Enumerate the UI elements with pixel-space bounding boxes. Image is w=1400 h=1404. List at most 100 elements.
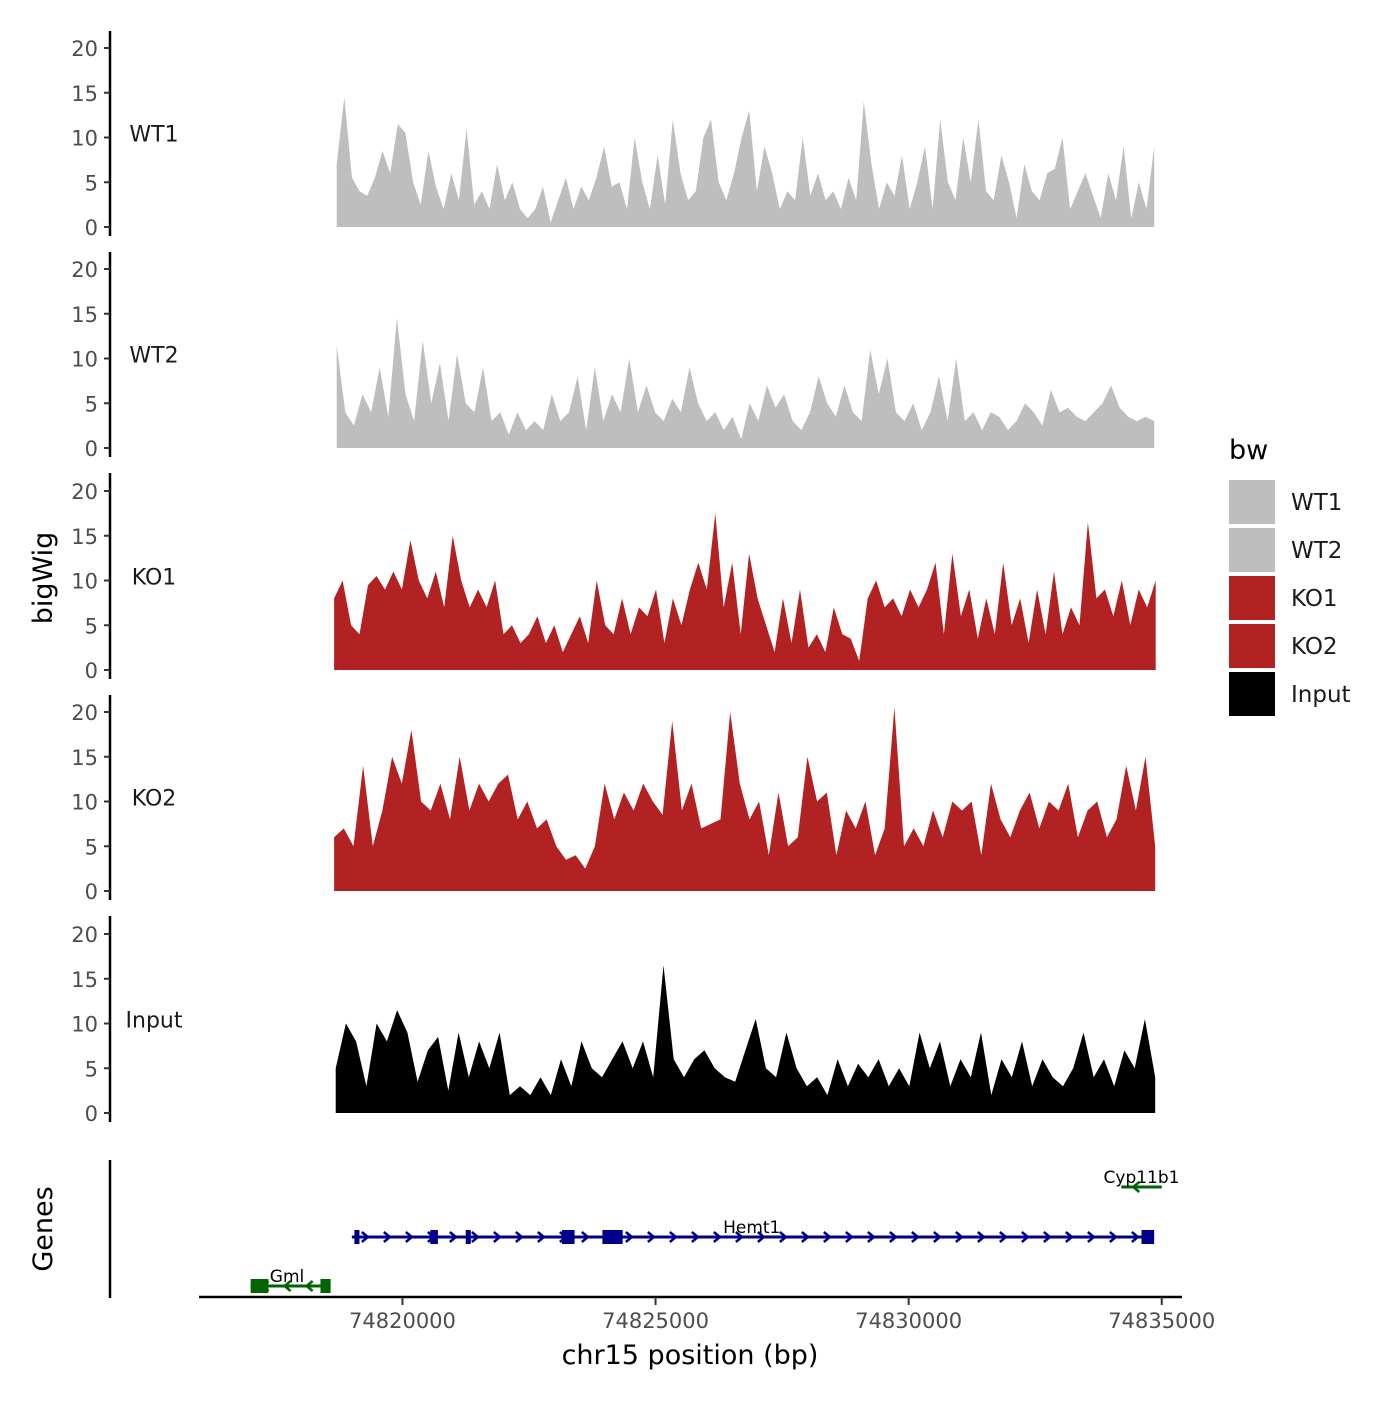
strand-arrow <box>713 1231 722 1243</box>
track-ko1: 0 5 10 15 20 KO1 <box>71 473 1156 683</box>
exon-block <box>320 1279 331 1293</box>
track-label: KO1 <box>132 566 177 591</box>
strand-arrow <box>933 1231 942 1243</box>
strand-arrow <box>1087 1231 1096 1243</box>
gene-hemt1: Hemt1 <box>351 1218 1155 1244</box>
exon-block <box>354 1230 360 1244</box>
area-wt1 <box>336 97 1155 227</box>
strand-arrow <box>581 1231 590 1243</box>
strand-arrow <box>515 1231 524 1243</box>
y-tick-label: 0 <box>85 659 98 683</box>
x-tick-label: 74830000 <box>855 1309 962 1333</box>
exon-block <box>602 1230 623 1244</box>
track-panels: 0 5 10 15 20 WT1 0 5 10 15 20 WT2 0 5 10 15 20 KO1 0 5 10 15 2… <box>71 31 1156 1126</box>
strand-arrow <box>889 1231 898 1243</box>
genes-axis-title: Genes <box>28 1186 59 1271</box>
y-axis-title: bigWig <box>28 532 59 625</box>
x-tick-label: 74820000 <box>349 1309 456 1333</box>
legend-label-ko2: KO2 <box>1291 634 1338 660</box>
y-tick-label: 0 <box>85 880 98 904</box>
y-tick-label: 20 <box>71 37 98 61</box>
genes-panel: 74820000 74825000 74830000 74835000 Cyp11b1 H… <box>108 1160 1215 1333</box>
strand-arrow <box>911 1231 920 1243</box>
y-tick-label: 20 <box>71 923 98 947</box>
y-tick-label: 20 <box>71 701 98 725</box>
strand-arrow <box>691 1231 700 1243</box>
strand-arrow <box>845 1231 854 1243</box>
legend-label-input: Input <box>1291 682 1351 708</box>
strand-arrow <box>1021 1231 1030 1243</box>
y-tick-label: 20 <box>71 258 98 282</box>
y-tick-label: 15 <box>71 746 98 770</box>
legend-swatch-wt2 <box>1229 528 1275 572</box>
track-input: 0 5 10 15 20 Input <box>71 916 1156 1126</box>
y-tick-label: 5 <box>85 614 98 638</box>
legend-swatch-input <box>1229 672 1275 716</box>
x-tick-label: 74835000 <box>1108 1309 1215 1333</box>
track-label: WT2 <box>129 344 178 369</box>
exon-block <box>250 1279 269 1293</box>
y-tick-label: 15 <box>71 525 98 549</box>
strand-arrow <box>823 1231 832 1243</box>
y-tick-label: 5 <box>85 392 98 416</box>
strand-arrow <box>1065 1231 1074 1243</box>
y-tick-label: 15 <box>71 968 98 992</box>
track-ko2: 0 5 10 15 20 KO2 <box>71 695 1156 904</box>
track-label: KO2 <box>132 787 177 812</box>
strand-arrow <box>449 1231 458 1243</box>
track-wt1: 0 5 10 15 20 WT1 <box>71 31 1155 240</box>
strand-arrow <box>999 1231 1008 1243</box>
strand-arrow <box>779 1231 788 1243</box>
strand-arrow <box>1131 1181 1141 1193</box>
track-label: Input <box>126 1009 183 1034</box>
strand-arrow <box>383 1231 392 1243</box>
strand-arrow <box>867 1231 876 1243</box>
strand-arrow <box>493 1231 502 1243</box>
exon-block <box>1141 1230 1155 1244</box>
y-tick-label: 15 <box>71 82 98 106</box>
gene-label: Gml <box>270 1267 304 1287</box>
legend-swatch-ko2 <box>1229 624 1275 668</box>
area-input <box>335 965 1156 1113</box>
strand-arrow <box>282 1280 292 1292</box>
strand-arrow <box>647 1231 656 1243</box>
gene-label: Hemt1 <box>723 1218 780 1238</box>
track-label: WT1 <box>129 123 178 148</box>
legend-title: bw <box>1229 435 1268 466</box>
strand-arrow <box>801 1231 810 1243</box>
y-tick-label: 0 <box>85 1102 98 1126</box>
legend-swatch-ko1 <box>1229 576 1275 620</box>
strand-arrow <box>669 1231 678 1243</box>
y-tick-label: 20 <box>71 480 98 504</box>
strand-arrow <box>625 1231 634 1243</box>
y-tick-label: 5 <box>85 835 98 859</box>
strand-arrow <box>977 1231 986 1243</box>
legend-label-wt2: WT2 <box>1291 538 1342 564</box>
legend-swatch-wt1 <box>1229 480 1275 524</box>
y-tick-label: 0 <box>85 216 98 240</box>
track-wt2: 0 5 10 15 20 WT2 <box>71 252 1155 461</box>
area-wt2 <box>336 318 1155 448</box>
strand-arrow <box>304 1280 314 1292</box>
exon-block <box>465 1230 471 1244</box>
strand-arrow <box>735 1231 744 1243</box>
y-tick-label: 5 <box>85 1057 98 1081</box>
x-tick-label: 74825000 <box>602 1309 709 1333</box>
y-tick-label: 10 <box>71 348 98 372</box>
gene-gml: Gml <box>250 1267 331 1293</box>
legend-label-wt1: WT1 <box>1291 490 1342 516</box>
y-tick-label: 0 <box>85 437 98 461</box>
exon-block <box>561 1230 575 1244</box>
legend: bw WT1 WT2 KO1 KO2 Input <box>1229 435 1351 716</box>
y-tick-label: 15 <box>71 303 98 327</box>
y-tick-label: 10 <box>71 1013 98 1037</box>
strand-arrow <box>361 1231 370 1243</box>
gene-cyp11b1: Cyp11b1 <box>1104 1168 1179 1193</box>
area-ko1 <box>334 513 1156 670</box>
strand-arrow <box>471 1231 480 1243</box>
x-axis-title: chr15 position (bp) <box>562 1340 819 1371</box>
strand-arrow <box>1109 1231 1118 1243</box>
strand-arrow <box>757 1231 766 1243</box>
